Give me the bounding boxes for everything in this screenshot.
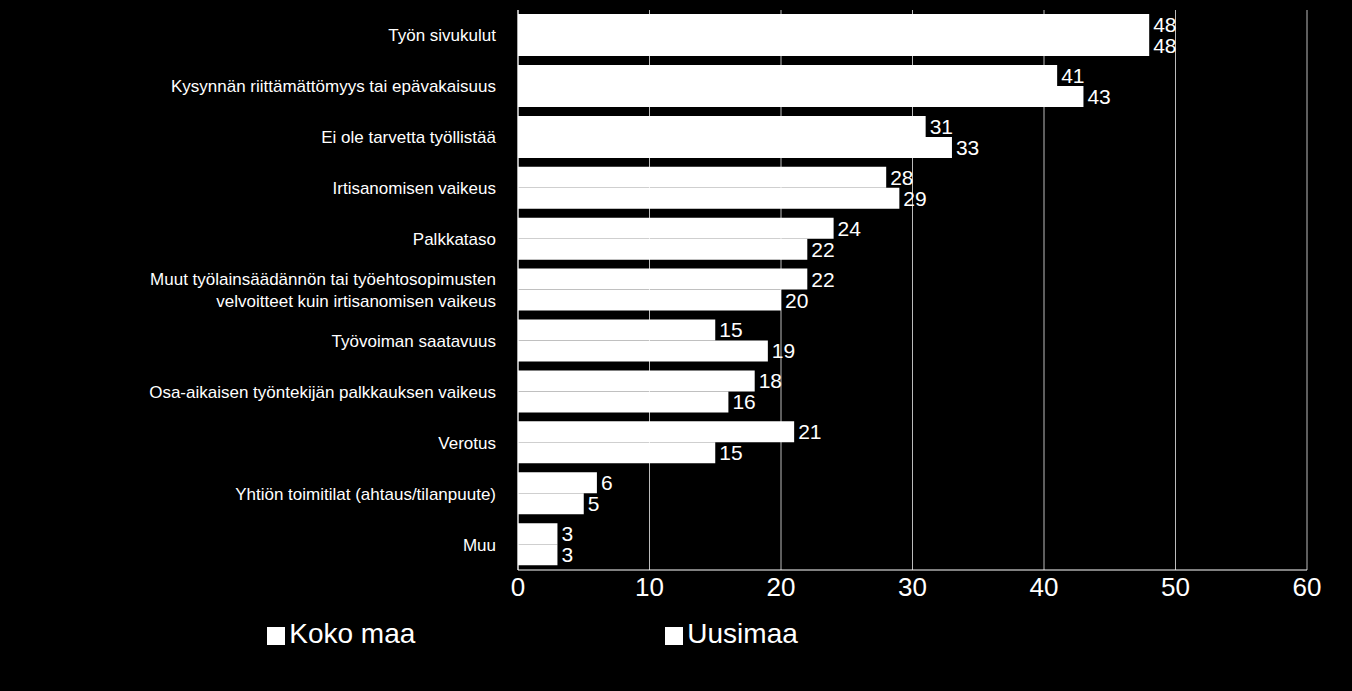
svg-text:43: 43 — [1087, 85, 1110, 108]
svg-text:41: 41 — [1061, 64, 1084, 87]
svg-text:40: 40 — [1030, 572, 1059, 602]
svg-text:50: 50 — [1161, 572, 1190, 602]
svg-text:3: 3 — [561, 543, 573, 566]
svg-text:30: 30 — [898, 572, 927, 602]
svg-text:15: 15 — [719, 318, 742, 341]
svg-text:19: 19 — [772, 339, 795, 362]
svg-text:15: 15 — [719, 441, 742, 464]
svg-text:21: 21 — [798, 420, 821, 443]
svg-text:60: 60 — [1293, 572, 1322, 602]
svg-text:18: 18 — [759, 369, 782, 392]
svg-text:22: 22 — [811, 238, 834, 261]
svg-text:Osa-aikaisen työntekijän palkk: Osa-aikaisen työntekijän palkkauksen vai… — [149, 383, 496, 402]
svg-text:16: 16 — [732, 390, 755, 413]
svg-text:Irtisanomisen vaikeus: Irtisanomisen vaikeus — [333, 179, 496, 198]
svg-text:10: 10 — [635, 572, 664, 602]
html-text:Uusimaa: Uusimaa — [687, 618, 798, 649]
svg-text:29: 29 — [903, 187, 926, 210]
svg-text:33: 33 — [956, 136, 979, 159]
svg-text:Yhtiön toimitilat (ahtaus/tila: Yhtiön toimitilat (ahtaus/tilanpuute) — [235, 485, 496, 504]
svg-text:6: 6 — [601, 471, 613, 494]
svg-text:Muut työlainsäädännön tai työe: Muut työlainsäädännön tai työehtosopimus… — [150, 270, 496, 311]
svg-text:20: 20 — [785, 289, 808, 312]
svg-text:48: 48 — [1153, 13, 1176, 36]
svg-text:31: 31 — [930, 115, 953, 138]
svg-text:5: 5 — [588, 492, 600, 515]
svg-text:28: 28 — [890, 166, 913, 189]
svg-text:0: 0 — [511, 572, 525, 602]
svg-text:Kysynnän riittämättömyys tai e: Kysynnän riittämättömyys tai epävakaisuu… — [171, 77, 496, 96]
svg-text:Verotus: Verotus — [438, 434, 496, 453]
svg-text:Palkkataso: Palkkataso — [413, 230, 496, 249]
svg-text:20: 20 — [767, 572, 796, 602]
svg-text:Työvoiman saatavuus: Työvoiman saatavuus — [332, 332, 496, 351]
svg-text:Työn sivukulut: Työn sivukulut — [388, 26, 496, 45]
html-text:Koko maa: Koko maa — [289, 618, 416, 649]
svg-text:Muu: Muu — [463, 536, 496, 555]
svg-text:48: 48 — [1153, 34, 1176, 57]
svg-text:3: 3 — [561, 522, 573, 545]
svg-text:24: 24 — [838, 217, 862, 240]
svg-text:22: 22 — [811, 268, 834, 291]
svg-text:Ei ole tarvetta työllistää: Ei ole tarvetta työllistää — [321, 128, 496, 147]
